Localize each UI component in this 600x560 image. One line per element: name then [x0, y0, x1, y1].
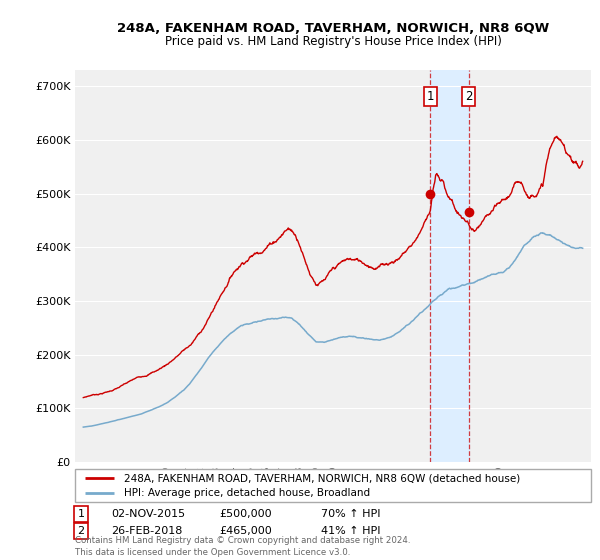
Bar [430, 70, 469, 462]
Text: 1: 1 [77, 509, 85, 519]
Text: Price paid vs. HM Land Registry's House Price Index (HPI): Price paid vs. HM Land Registry's House … [164, 35, 502, 48]
Text: 2: 2 [465, 90, 472, 104]
Text: 248A, FAKENHAM ROAD, TAVERHAM, NORWICH, NR8 6QW (detached house): 248A, FAKENHAM ROAD, TAVERHAM, NORWICH, … [124, 473, 520, 483]
Text: 41% ↑ HPI: 41% ↑ HPI [321, 526, 380, 536]
Text: HPI: Average price, detached house, Broadland: HPI: Average price, detached house, Broa… [124, 488, 370, 498]
Text: 248A, FAKENHAM ROAD, TAVERHAM, NORWICH, NR8 6QW: 248A, FAKENHAM ROAD, TAVERHAM, NORWICH, … [117, 22, 549, 35]
Text: £500,000: £500,000 [219, 509, 272, 519]
Text: 2: 2 [77, 526, 85, 536]
Text: £465,000: £465,000 [219, 526, 272, 536]
Text: 26-FEB-2018: 26-FEB-2018 [111, 526, 182, 536]
Text: Contains HM Land Registry data © Crown copyright and database right 2024.
This d: Contains HM Land Registry data © Crown c… [75, 536, 410, 557]
Text: 02-NOV-2015: 02-NOV-2015 [111, 509, 185, 519]
Text: 1: 1 [427, 90, 434, 104]
Text: 70% ↑ HPI: 70% ↑ HPI [321, 509, 380, 519]
